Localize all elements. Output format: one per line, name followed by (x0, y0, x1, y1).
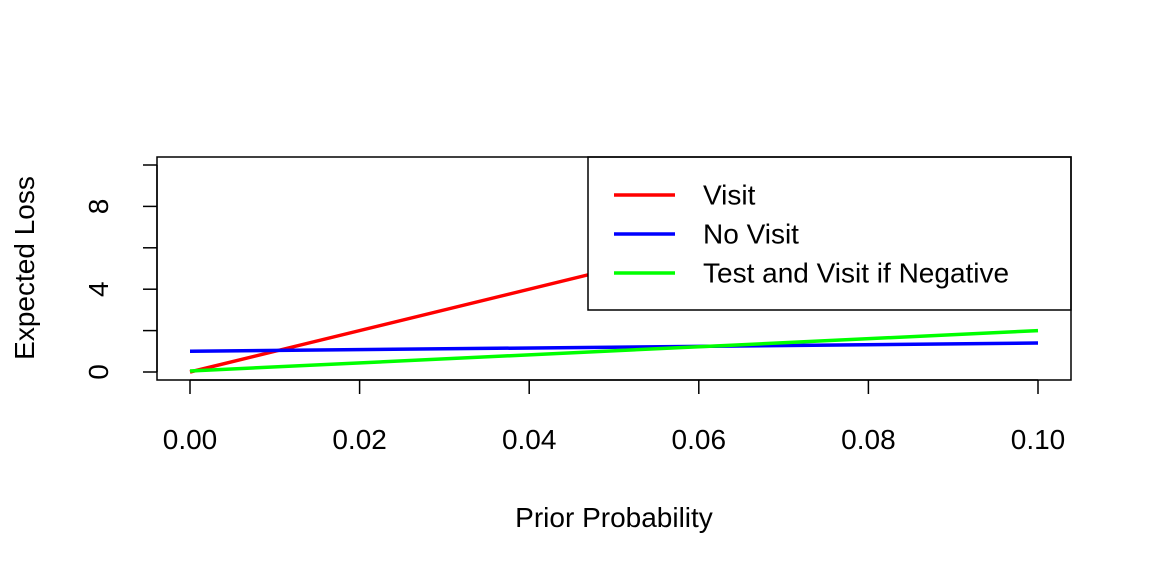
series-line (189, 341, 1039, 354)
x-tick-label: 0.02 (332, 424, 387, 455)
axes: 0.00 0.02 0.04 0.06 0.08 0.10 0 4 8 (83, 164, 1066, 455)
x-tick-label: 0.08 (841, 424, 896, 455)
x-tick-label: 0.10 (1011, 424, 1066, 455)
y-tick-label: 4 (83, 281, 114, 297)
legend-label: Visit (703, 180, 756, 211)
y-tick-label: 0 (83, 364, 114, 380)
x-tick-label: 0.06 (672, 424, 727, 455)
legend-label: Test and Visit if Negative (703, 258, 1009, 289)
legend: Visit No Visit Test and Visit if Negative (587, 156, 1072, 311)
x-tick-label: 0.00 (163, 424, 218, 455)
legend-label: No Visit (703, 219, 799, 250)
x-tick-label: 0.04 (502, 424, 557, 455)
y-axis-label: Expected Loss (9, 176, 40, 360)
x-axis-label: Prior Probability (515, 502, 713, 533)
series-line (189, 328, 1039, 373)
y-tick-label: 8 (83, 199, 114, 215)
plot-frame (156, 156, 1072, 381)
